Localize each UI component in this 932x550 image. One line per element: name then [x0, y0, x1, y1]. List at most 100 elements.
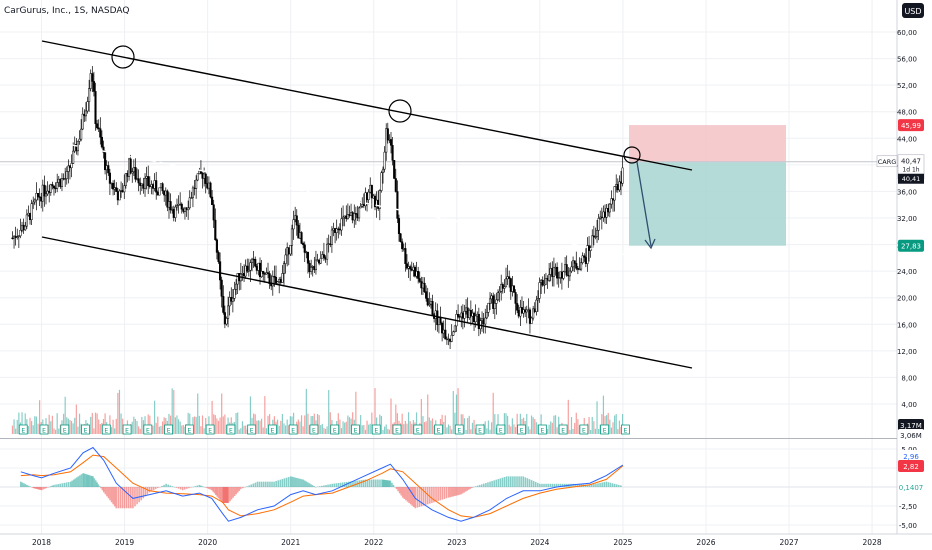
volume-bar	[390, 398, 392, 434]
macd-histogram-bar	[325, 485, 327, 487]
trend-drawings[interactable]	[41, 40, 693, 369]
earnings-marker-icon[interactable]: E	[164, 424, 174, 435]
earnings-marker-icon[interactable]: E	[288, 424, 298, 435]
currency-label: USD	[904, 7, 921, 16]
macd-histogram-bar	[329, 484, 331, 487]
macd-histogram-bar	[405, 487, 407, 501]
volume-bar	[494, 414, 496, 434]
earnings-marker-icon[interactable]: E	[18, 424, 28, 435]
volume-bar	[371, 412, 373, 434]
touch-marker-circle[interactable]	[623, 146, 641, 164]
earnings-marker-icon[interactable]: E	[371, 424, 381, 435]
volume-bar	[554, 415, 557, 434]
earnings-marker-icon[interactable]: E	[309, 424, 319, 435]
projection-arrow-head[interactable]	[644, 238, 656, 250]
volume-bar	[304, 415, 306, 434]
earnings-marker-icon[interactable]: E	[600, 424, 610, 435]
macd-histogram-bar	[389, 480, 392, 487]
earnings-marker-icon[interactable]: E	[143, 424, 153, 435]
earnings-marker-icon[interactable]: E	[205, 424, 215, 435]
projection-arrow-shaft[interactable]	[636, 161, 652, 247]
signal-value-tag: 2,82	[898, 460, 924, 472]
earnings-marker-icon[interactable]: E	[434, 424, 443, 435]
macd-histogram-bar	[464, 487, 467, 492]
candle-body	[273, 275, 276, 278]
candle-body	[565, 264, 568, 276]
macd-histogram-bar	[395, 487, 398, 490]
earnings-marker-icon[interactable]: E	[558, 424, 568, 435]
macd-histogram-bar	[254, 482, 257, 487]
lower-channel-line[interactable]	[41, 236, 693, 369]
macd-histogram-bar	[620, 485, 622, 487]
earnings-marker-icon[interactable]: E	[351, 424, 360, 435]
volume-bar	[328, 390, 330, 434]
macd-histogram-bar	[384, 479, 386, 487]
volume-bar	[569, 429, 571, 434]
macd-histogram-bar	[593, 484, 595, 487]
volume-bar	[189, 413, 191, 434]
earnings-marker-icon[interactable]: E	[621, 424, 630, 435]
earnings-marker-icon[interactable]: E	[454, 424, 464, 435]
macd-histogram-bar	[230, 487, 233, 500]
time-axis[interactable]: 2018 2019 2020 2021 2022 2023 2024 2025 2026 2027…	[32, 538, 882, 547]
candle-body	[306, 251, 309, 264]
earnings-marker-icon[interactable]: E	[184, 424, 194, 435]
position-zones[interactable]	[0, 125, 897, 246]
volume-bar	[31, 421, 33, 434]
macd-histogram-bar	[520, 476, 522, 487]
earnings-marker-icon[interactable]: E	[517, 424, 526, 435]
macd-histogram-bar	[23, 483, 25, 487]
candle-body	[578, 268, 581, 271]
earnings-marker-icon[interactable]: E	[268, 424, 277, 435]
volume-bar	[412, 419, 414, 434]
macd-histogram-bar	[327, 484, 329, 487]
candle-body	[100, 136, 103, 148]
earnings-marker-icon[interactable]: E	[579, 424, 589, 435]
mid-channel-dashed-line[interactable]	[41, 138, 693, 269]
earnings-marker-icon[interactable]: E	[60, 424, 70, 435]
earnings-marker-icon[interactable]: E	[496, 424, 506, 435]
earnings-marker-icon[interactable]: E	[537, 424, 547, 435]
macd-histogram-bar	[235, 487, 237, 495]
earnings-marker-icon[interactable]: E	[81, 424, 90, 435]
earnings-marker-icon[interactable]: E	[101, 424, 111, 435]
earnings-marker-icon[interactable]: E	[122, 424, 132, 435]
earnings-box	[496, 424, 506, 435]
earnings-marker-icon[interactable]: E	[39, 424, 49, 435]
price-candles	[11, 66, 624, 349]
macd-tick-label: -5,00	[899, 522, 917, 530]
earnings-box	[413, 424, 423, 435]
macd-histogram-bar	[123, 487, 126, 509]
earnings-letter: E	[354, 428, 358, 435]
candle-body	[300, 232, 303, 244]
volume-bar	[142, 420, 145, 434]
earnings-marker-icon[interactable]: E	[226, 424, 236, 435]
symbol-title[interactable]: CarGurus, Inc., 1S, NASDAQ	[4, 6, 130, 16]
volume-bar	[347, 415, 349, 434]
take-profit-zone[interactable]	[629, 162, 786, 246]
macd-signal-line	[20, 454, 624, 518]
earnings-marker-icon[interactable]: E	[247, 424, 257, 435]
earnings-letter: E	[437, 428, 441, 435]
stop-loss-zone[interactable]	[629, 125, 786, 163]
high-marker-circle[interactable]	[111, 45, 135, 69]
earnings-marker-icon[interactable]: E	[475, 424, 485, 435]
price-axis[interactable]: 60,0056,0052,0048,0044,0040,0036,0032,00…	[897, 29, 917, 409]
earnings-marker-icon[interactable]: E	[330, 424, 340, 435]
volume-bar	[455, 394, 458, 434]
earnings-marker-icon[interactable]: E	[392, 424, 402, 435]
macd-histogram-bar	[368, 479, 371, 487]
candle-body	[271, 275, 274, 287]
high-marker-circle[interactable]	[388, 99, 412, 123]
earnings-letter: E	[84, 428, 88, 435]
volume-bar	[195, 416, 197, 434]
upper-channel-line[interactable]	[41, 40, 693, 171]
macd-histogram-bar	[248, 485, 250, 487]
macd-histogram-bar	[181, 487, 184, 491]
currency-button[interactable]: USD	[902, 3, 924, 18]
volume-bar	[495, 427, 498, 434]
earnings-marker-icon[interactable]: E	[413, 424, 423, 435]
volume-bar	[214, 415, 216, 434]
